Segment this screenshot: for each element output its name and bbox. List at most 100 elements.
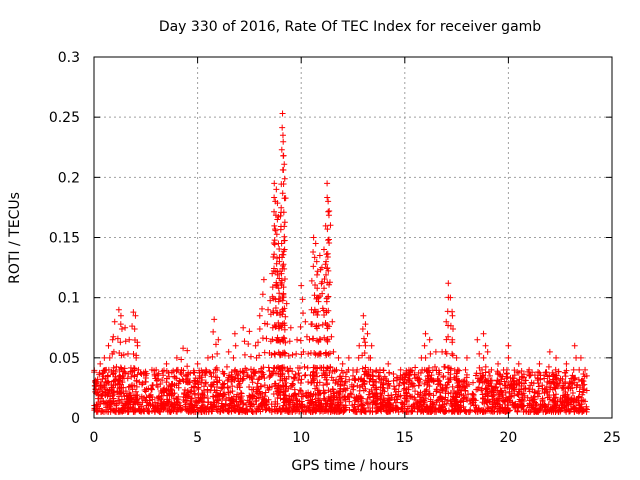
data-point <box>449 383 456 390</box>
data-point <box>272 305 279 312</box>
data-point <box>250 366 257 373</box>
data-point <box>350 407 357 414</box>
data-point <box>244 397 251 404</box>
data-point <box>154 372 161 379</box>
data-point <box>260 399 267 406</box>
data-point <box>392 386 399 393</box>
data-point <box>360 335 367 342</box>
data-point <box>210 328 217 335</box>
data-point <box>280 152 287 159</box>
data-point <box>415 375 422 382</box>
data-point <box>560 392 567 399</box>
data-point <box>342 387 349 394</box>
data-point <box>241 351 248 358</box>
data-point <box>577 354 584 361</box>
data-point <box>324 321 331 328</box>
data-point <box>196 369 203 376</box>
data-point <box>245 340 252 347</box>
data-point <box>138 403 145 410</box>
data-point <box>441 396 448 403</box>
data-point <box>427 396 434 403</box>
data-point <box>354 382 361 389</box>
data-point <box>583 372 590 379</box>
data-point <box>280 364 287 371</box>
data-point <box>169 380 176 387</box>
data-point <box>524 394 531 401</box>
data-point <box>412 364 419 371</box>
data-point <box>123 401 130 408</box>
data-point <box>280 308 287 315</box>
data-point <box>523 408 530 415</box>
data-point <box>407 381 414 388</box>
data-point <box>215 336 222 343</box>
data-point <box>109 336 116 343</box>
data-point <box>449 312 456 319</box>
data-point <box>253 408 260 415</box>
data-point <box>326 279 333 286</box>
data-point <box>301 363 308 370</box>
data-point <box>112 368 119 375</box>
data-point <box>509 401 516 408</box>
data-point <box>133 354 140 361</box>
data-point <box>507 398 514 405</box>
data-point <box>313 382 320 389</box>
data-point <box>251 393 258 400</box>
data-point <box>130 350 137 357</box>
data-point <box>476 350 483 357</box>
data-point <box>472 408 479 415</box>
data-point <box>210 399 217 406</box>
data-point <box>367 366 374 373</box>
data-point <box>224 405 231 412</box>
data-point <box>247 401 254 408</box>
data-point <box>457 399 464 406</box>
data-point <box>178 356 185 363</box>
data-point <box>555 383 562 390</box>
data-point <box>223 363 230 370</box>
data-point <box>364 330 371 337</box>
data-point <box>426 364 433 371</box>
data-point <box>259 291 266 298</box>
data-point <box>326 350 333 357</box>
data-point <box>274 200 281 207</box>
data-point <box>295 377 302 384</box>
data-point <box>353 394 360 401</box>
data-point <box>157 388 164 395</box>
data-point <box>129 323 136 330</box>
data-point <box>255 339 262 346</box>
data-point <box>278 270 285 277</box>
data-point <box>290 375 297 382</box>
data-point <box>339 360 346 367</box>
data-point <box>270 253 277 260</box>
data-point <box>515 369 522 376</box>
data-point <box>317 390 324 397</box>
data-point <box>447 294 454 301</box>
data-point <box>354 366 361 373</box>
data-point <box>269 284 276 291</box>
data-point <box>422 354 429 361</box>
data-point <box>209 403 216 410</box>
y-tick-label: 0.3 <box>58 50 80 66</box>
data-point <box>136 379 143 386</box>
data-point <box>280 388 287 395</box>
data-point <box>424 367 431 374</box>
data-point <box>480 354 487 361</box>
data-point <box>261 393 268 400</box>
data-point <box>125 370 132 377</box>
y-axis-label: ROTI / TECUs <box>7 192 23 284</box>
data-point <box>295 405 302 412</box>
data-point <box>97 384 104 391</box>
data-point <box>561 404 568 411</box>
data-point <box>308 277 315 284</box>
data-point <box>386 369 393 376</box>
data-point <box>421 366 428 373</box>
data-point <box>126 392 133 399</box>
data-point <box>131 365 138 372</box>
data-point <box>552 400 559 407</box>
data-point <box>461 394 468 401</box>
data-point <box>324 336 331 343</box>
data-point <box>240 399 247 406</box>
data-point <box>180 367 187 374</box>
data-point <box>263 404 270 411</box>
data-point <box>232 342 239 349</box>
data-point <box>422 330 429 337</box>
